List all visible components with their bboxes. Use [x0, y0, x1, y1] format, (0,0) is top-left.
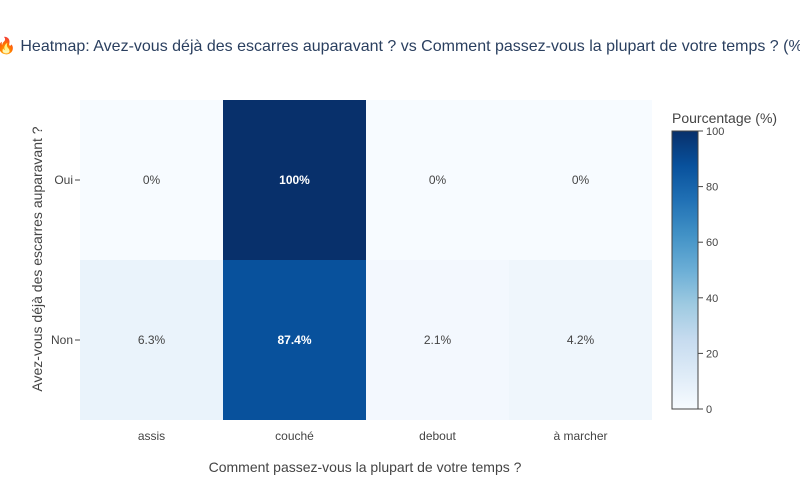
x-tick-label: debout	[419, 429, 456, 443]
colorbar: 0 20 40 60 80 100	[671, 126, 724, 416]
x-axis-title: Comment passez-vous la plupart de votre …	[209, 459, 522, 475]
y-tick-label: Oui	[54, 173, 73, 187]
cell-value-label: 87.4%	[277, 333, 311, 347]
heatmap-cells	[80, 100, 652, 420]
heatmap-cell	[509, 260, 652, 420]
colorbar-tick-label: 80	[706, 182, 718, 194]
colorbar-tick-label: 40	[706, 293, 718, 305]
chart-title: 🔥 Heatmap: Avez-vous déjà des escarres a…	[0, 36, 800, 55]
cell-value-label: 4.2%	[567, 333, 595, 347]
y-tick-label: Non	[51, 333, 73, 347]
heatmap-cell	[80, 260, 223, 420]
y-axis-ticks: Oui Non	[51, 173, 80, 347]
cell-value-label: 100%	[279, 173, 310, 187]
heatmap-cell	[223, 100, 366, 260]
colorbar-title: Pourcentage (%)	[672, 110, 777, 126]
heatmap-cell	[80, 100, 223, 260]
x-tick-label: à marcher	[553, 429, 607, 443]
colorbar-tick-label: 100	[706, 126, 724, 138]
cell-value-label: 6.3%	[138, 333, 166, 347]
colorbar-scale	[671, 130, 699, 410]
cell-value-label: 0%	[572, 173, 590, 187]
heatmap-cell	[509, 100, 652, 260]
heatmap-cell	[366, 100, 509, 260]
x-tick-label: couché	[275, 429, 314, 443]
x-axis-ticks: assis couché debout à marcher	[138, 429, 608, 443]
cell-value-label: 0%	[429, 173, 447, 187]
cell-value-label: 2.1%	[424, 333, 452, 347]
colorbar-tick-label: 0	[706, 404, 712, 416]
cell-value-label: 0%	[143, 173, 161, 187]
heatmap-cell	[366, 260, 509, 420]
heatmap-cell-labels: 0% 100% 0% 0% 6.3% 87.4% 2.1% 4.2%	[138, 173, 595, 347]
x-tick-label: assis	[138, 429, 165, 443]
heatmap-cell	[223, 260, 366, 420]
colorbar-tick-label: 60	[706, 237, 718, 249]
y-axis-title: Avez-vous déjà des escarres auparavant ?	[29, 126, 45, 391]
colorbar-tick-label: 20	[706, 348, 718, 360]
